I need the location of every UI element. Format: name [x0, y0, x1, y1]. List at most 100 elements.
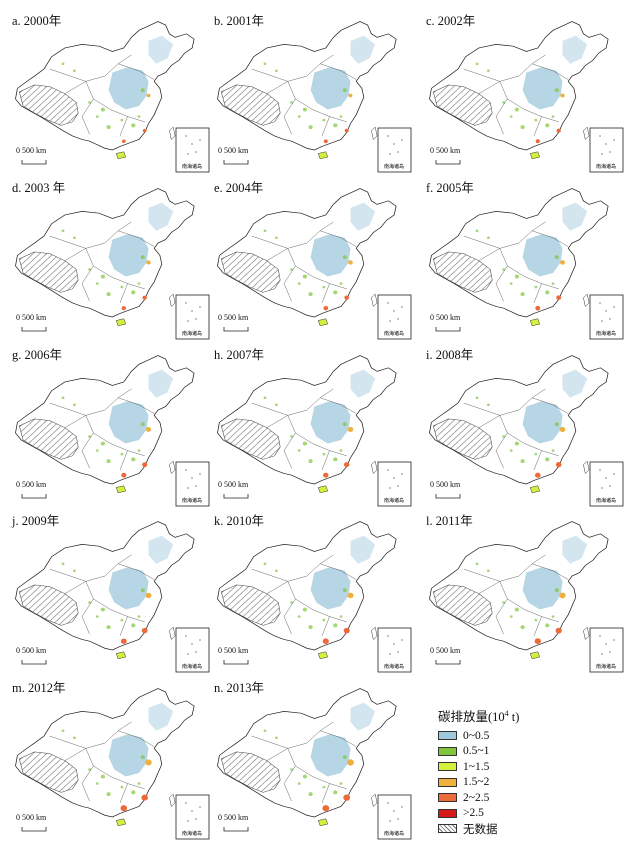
- panel-title: l. 2011年: [426, 514, 473, 528]
- emission-speck: [308, 625, 313, 630]
- emission-speck: [486, 569, 490, 573]
- emission-speck: [72, 236, 76, 240]
- emission-speck: [131, 123, 136, 128]
- legend-item: 0~0.5: [438, 728, 628, 744]
- no-data-region: [18, 418, 79, 460]
- emission-speck: [339, 449, 343, 452]
- map-panel: k. 2010年 南海诸岛 0 500 km: [208, 510, 414, 673]
- emission-speck: [551, 282, 555, 285]
- emission-hotspot: [347, 426, 354, 432]
- no-data-region: [432, 84, 493, 126]
- south-china-sea-inset: 南海诸岛: [175, 294, 210, 340]
- province-border: [118, 230, 155, 247]
- emission-speck: [509, 449, 513, 452]
- inset-label: 南海诸岛: [384, 497, 404, 504]
- emission-speck: [95, 782, 99, 785]
- emission-speck: [140, 588, 145, 593]
- province-border: [251, 402, 288, 416]
- emission-speck: [486, 69, 490, 73]
- emission-speck: [534, 452, 538, 456]
- china-map: 南海诸岛: [429, 355, 624, 507]
- south-china-sea-inset: 南海诸岛: [377, 127, 412, 173]
- emission-hotspot: [348, 260, 353, 265]
- emission-hotspot: [555, 462, 562, 468]
- emission-hotspot: [347, 592, 354, 599]
- taiwan-island: [169, 126, 176, 140]
- emission-speck: [308, 292, 313, 297]
- south-china-sea-inset: 南海诸岛: [175, 127, 210, 173]
- emission-speck: [72, 69, 76, 73]
- emission-speck: [88, 435, 92, 438]
- emission-speck: [514, 107, 519, 112]
- emission-speck: [100, 607, 105, 612]
- province-border: [85, 248, 111, 277]
- taiwan-island: [169, 460, 176, 474]
- province-border: [119, 616, 128, 636]
- legend-swatch: [438, 793, 457, 803]
- emission-speck: [297, 615, 301, 618]
- province-border: [463, 235, 500, 249]
- emission-speck: [333, 457, 338, 462]
- emission-speck: [263, 396, 267, 400]
- emission-region-east: [522, 67, 563, 110]
- emission-speck: [106, 125, 111, 130]
- south-china-sea-inset: 南海诸岛: [175, 794, 210, 840]
- province-border: [118, 563, 155, 580]
- inset-label: 南海诸岛: [384, 663, 404, 670]
- emission-region-east: [522, 567, 563, 610]
- emission-speck: [263, 729, 267, 733]
- emission-speck: [545, 623, 550, 628]
- scale-bar: [21, 660, 47, 665]
- emission-speck: [342, 422, 347, 427]
- panel-title: h. 2007年: [214, 348, 265, 362]
- province-border: [320, 563, 357, 580]
- province-border: [478, 409, 519, 428]
- hainan-island: [115, 485, 127, 494]
- hainan-island: [115, 651, 127, 660]
- scale-label: 0 500 km: [218, 146, 249, 155]
- emission-speck: [140, 88, 145, 93]
- emission-speck: [475, 396, 479, 400]
- emission-speck: [502, 435, 506, 438]
- hainan-island: [317, 151, 329, 160]
- emission-speck: [88, 268, 92, 271]
- scale-label: 0 500 km: [218, 813, 249, 822]
- emission-speck: [137, 615, 141, 618]
- province-border: [287, 248, 313, 277]
- panel-title: m. 2012年: [12, 681, 66, 695]
- emission-speck: [308, 459, 313, 464]
- emission-hotspot: [559, 592, 566, 599]
- emission-hotspot: [145, 759, 152, 766]
- no-data-region: [18, 251, 79, 293]
- province-border: [532, 230, 569, 247]
- province-border: [251, 568, 288, 582]
- emission-speck: [120, 452, 124, 456]
- no-data-region: [18, 751, 79, 793]
- province-border: [85, 415, 111, 444]
- emission-speck: [322, 285, 326, 289]
- emission-region-east: [108, 67, 149, 110]
- emission-region-northeast: [148, 702, 174, 731]
- emission-region-east: [310, 734, 351, 777]
- hainan-island: [317, 818, 329, 827]
- emission-speck: [545, 290, 550, 295]
- emission-speck: [263, 229, 267, 233]
- emission-speck: [551, 115, 555, 118]
- emission-speck: [302, 607, 307, 612]
- scale-label: 0 500 km: [16, 146, 47, 155]
- province-border: [321, 616, 330, 636]
- china-map: 南海诸岛: [15, 521, 210, 673]
- legend-swatch: [438, 777, 457, 787]
- map-panel: d. 2003 年南海诸岛 0 500 km: [6, 177, 212, 340]
- map-panel: i. 2008年 南海诸岛 0 500 km: [420, 344, 626, 507]
- emission-hotspot: [146, 260, 151, 265]
- emission-speck: [342, 88, 347, 93]
- emission-speck: [61, 729, 65, 733]
- emission-hotspot: [559, 426, 566, 433]
- province-border: [283, 598, 296, 635]
- taiwan-island: [169, 626, 176, 640]
- emission-hotspot: [556, 128, 561, 133]
- scale-label: 0 500 km: [218, 480, 249, 489]
- panel-title: d. 2003 年: [12, 181, 66, 195]
- province-border: [320, 397, 357, 414]
